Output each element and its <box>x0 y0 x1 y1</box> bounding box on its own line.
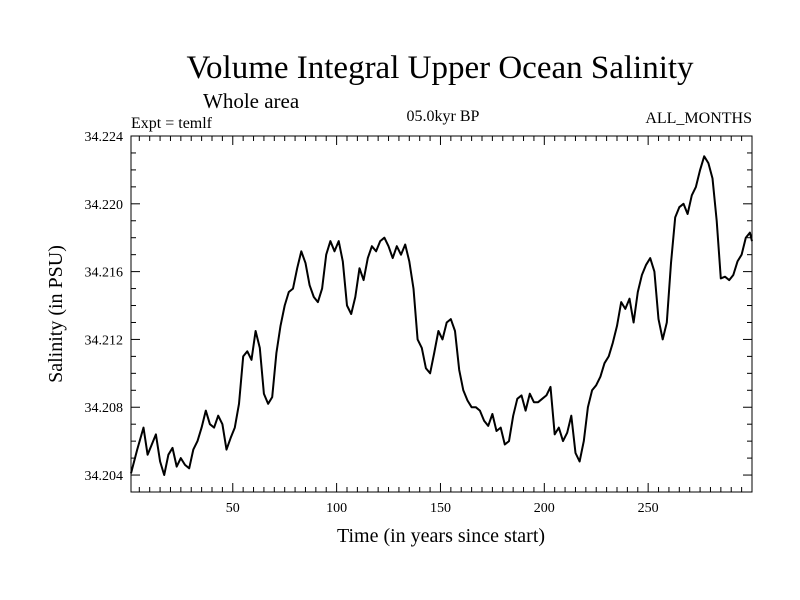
period-label: 05.0kyr BP <box>407 108 480 125</box>
months-label: ALL_MONTHS <box>645 110 752 127</box>
y-tick-label: 34.216 <box>85 266 124 281</box>
x-tick-label: 150 <box>430 501 451 516</box>
x-tick-label: 250 <box>638 501 659 516</box>
x-tick-label: 100 <box>326 501 347 516</box>
salinity-series-line <box>130 155 753 476</box>
y-tick-label: 34.212 <box>85 333 124 348</box>
experiment-label: Expt = temlf <box>131 115 213 132</box>
chart-title: Volume Integral Upper Ocean Salinity <box>186 50 694 86</box>
x-axis-label: Time (in years since start) <box>337 525 545 547</box>
y-axis-label: Salinity (in PSU) <box>45 245 67 383</box>
x-tick-label: 50 <box>226 501 240 516</box>
y-tick-label: 34.204 <box>85 469 124 484</box>
y-tick-label: 34.220 <box>85 198 124 213</box>
tick-marks <box>131 136 752 492</box>
x-tick-labels: 50 100 150 200 250 <box>226 501 659 516</box>
y-tick-label: 34.208 <box>85 401 124 416</box>
plot-frame <box>130 135 753 493</box>
y-tick-labels: 34.204 34.208 34.212 34.216 34.220 34.224 <box>85 130 124 484</box>
x-tick-label: 200 <box>534 501 555 516</box>
chart-subtitle: Whole area <box>203 89 300 113</box>
y-tick-label: 34.224 <box>85 130 124 145</box>
